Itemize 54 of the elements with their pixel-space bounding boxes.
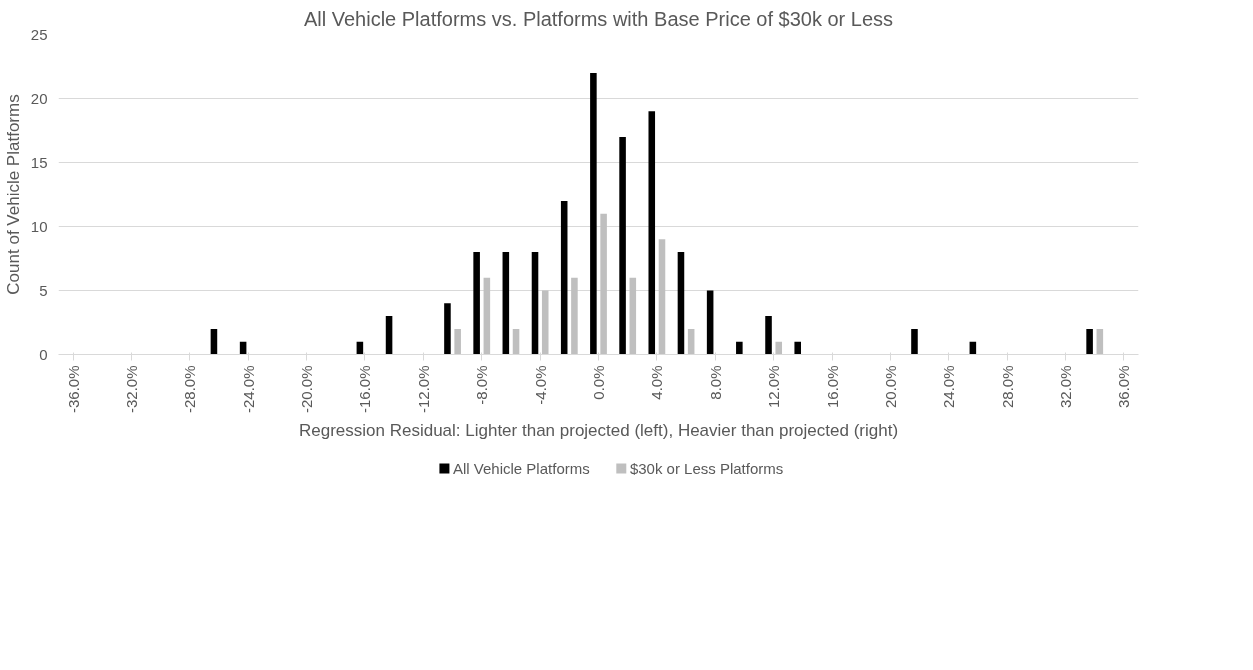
x-tick-label: 16.0% [823,365,841,409]
y-tick-label: 25 [30,25,48,43]
y-axis-title: Count of Vehicle Platforms [3,94,23,295]
bar [736,341,743,355]
bar [629,277,637,355]
legend-label: All Vehicle Platforms [453,460,590,477]
y-tick-label: 0 [39,345,48,363]
x-tick-label: -24.0% [239,365,257,414]
bar [658,239,666,355]
x-tick-label: 12.0% [765,365,783,409]
bar [648,111,656,355]
x-axis-title: Regression Residual: Lighter than projected (left), Heavier than projected (right) [298,421,899,441]
y-tick-label: 10 [30,217,48,235]
x-tick-label: 28.0% [998,365,1016,409]
chart-title: All Vehicle Platforms vs. Platforms with Base Price of $30k or Less [303,7,894,30]
bar [454,328,461,355]
x-tick-label: 20.0% [881,365,899,409]
x-tick-label: 4.0% [648,365,666,400]
bar [677,252,685,355]
bar [911,328,918,355]
y-tick-label: 20 [30,89,48,107]
bar [502,252,510,355]
bar [444,303,451,355]
bar [794,341,801,355]
y-tick-label: 15 [30,153,48,171]
bar [473,252,480,355]
bar [590,72,597,355]
x-tick-label: -16.0% [356,365,374,414]
bar [765,316,772,355]
x-tick-label: 32.0% [1057,365,1075,409]
x-tick-label: -28.0% [181,365,199,414]
x-tick-label: 0.0% [590,365,607,400]
bar [531,252,539,355]
bar [619,136,626,355]
bar [775,341,783,355]
x-tick-label: -8.0% [473,365,491,405]
x-tick-label: 36.0% [1115,365,1133,409]
x-tick-label: 24.0% [940,365,958,409]
bar [600,213,607,355]
x-tick-label: -36.0% [64,365,82,414]
bar [706,290,714,355]
y-tick-label: 5 [39,281,48,299]
x-tick-label: -4.0% [531,365,549,405]
bar [483,277,491,355]
x-tick-label: -12.0% [414,365,432,414]
bar [1086,328,1093,355]
bar [560,200,568,355]
bar [571,277,578,355]
bar [541,290,549,355]
x-tick-label: -20.0% [298,365,316,414]
x-tick-label: 8.0% [706,365,724,400]
x-tick-label: -32.0% [122,365,140,414]
legend-label: $30k or Less Platforms [629,460,784,477]
bar [385,316,393,355]
